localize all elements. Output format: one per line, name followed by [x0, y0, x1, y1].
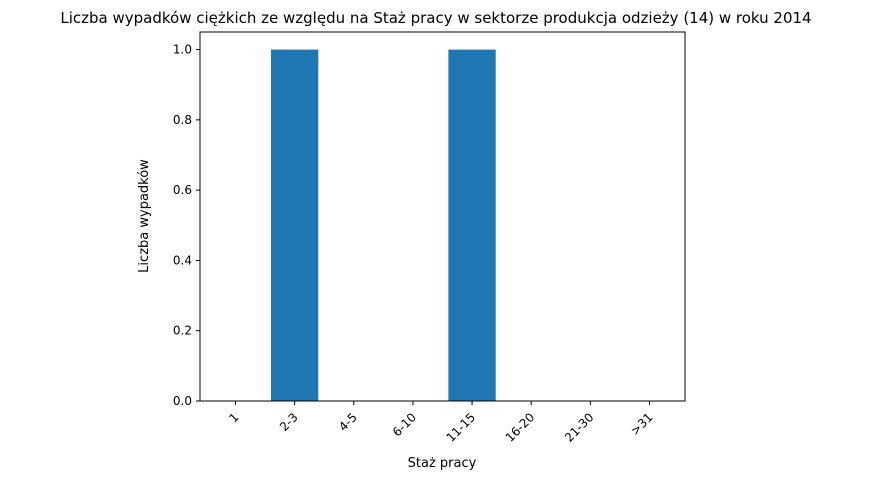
y-tick-label: 0.8 — [173, 113, 192, 127]
x-tick-label: 6-10 — [390, 410, 419, 439]
y-tick-label: 1.0 — [173, 43, 192, 57]
plot-frame — [199, 31, 686, 402]
bars-group — [271, 49, 496, 401]
y-tick-label: 0.4 — [173, 253, 192, 267]
y-tick-label: 0.0 — [173, 394, 192, 408]
x-tick-label: 4-5 — [336, 410, 360, 434]
y-axis-label: Liczba wypadków — [137, 159, 152, 273]
x-tick-label: 1 — [226, 410, 241, 425]
y-tick-label: 0.2 — [173, 324, 192, 338]
y-axis: 0.0 0.2 0.4 0.6 0.8 1.0 — [173, 43, 200, 408]
x-tick-label: 16-20 — [503, 410, 538, 445]
bar-4 — [448, 49, 496, 401]
bar-1 — [271, 49, 319, 401]
x-axis-label: Staż pracy — [408, 456, 477, 471]
y-tick-label: 0.6 — [173, 183, 192, 197]
x-tick-label: 11-15 — [444, 410, 479, 445]
x-axis: 1 2-3 4-5 6-10 11-15 16-20 21-30 >31 — [226, 401, 656, 445]
x-tick-label: >31 — [628, 410, 656, 438]
x-tick-label: 21-30 — [562, 410, 597, 445]
x-tick-label: 2-3 — [277, 410, 301, 434]
chart-title: Liczba wypadków ciężkich ze względu na S… — [60, 9, 811, 27]
